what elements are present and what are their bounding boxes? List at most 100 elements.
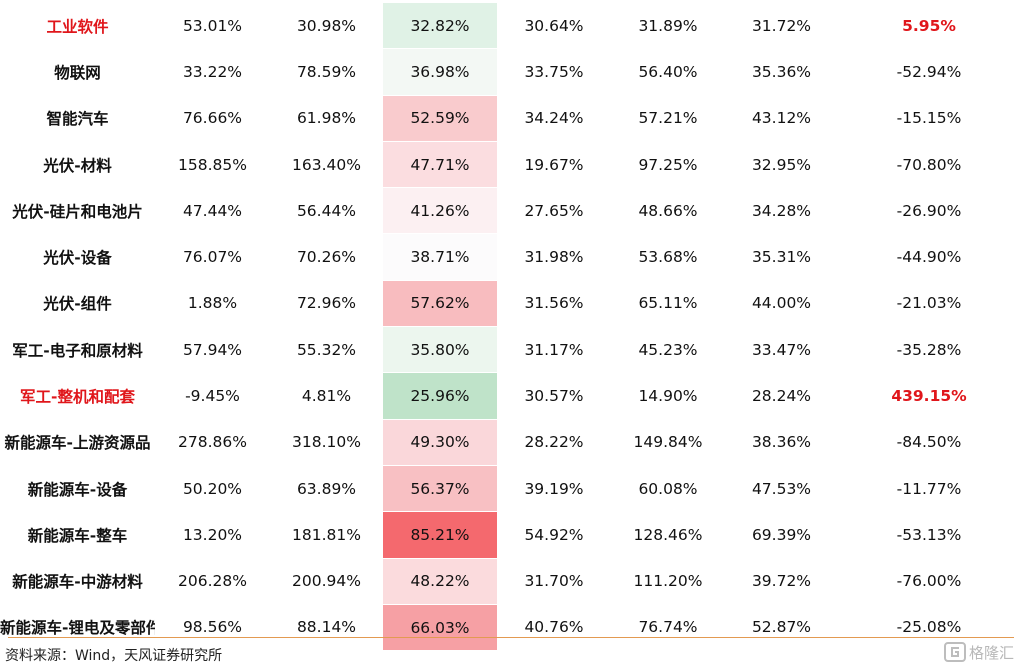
table-body: 工业软件 53.01% 30.98% 32.82% 30.64% 31.89% 31.72%… bbox=[0, 3, 1020, 651]
table-cell: 50.20% bbox=[182, 479, 243, 498]
table-cell: -35.28% bbox=[896, 340, 962, 359]
table-cell: 19.67% bbox=[524, 155, 584, 174]
table-cell: 35.36% bbox=[751, 62, 812, 81]
table-cell: 278.86% bbox=[178, 433, 247, 452]
table-cell: 4.81% bbox=[301, 387, 352, 406]
row-name: 光伏-设备 bbox=[43, 249, 112, 268]
table-row: 新能源车-锂电及零部件 98.56% 88.14% 66.03% 40.76% 76.74… bbox=[0, 603, 1020, 651]
table-cell: 1.88% bbox=[187, 294, 238, 313]
row-name: 军工-整机和配套 bbox=[20, 388, 135, 407]
table-cell: 47.44% bbox=[182, 201, 243, 220]
table-row: 新能源车-中游材料 206.28% 200.94% 48.22% 31.70% 111.2… bbox=[0, 557, 1020, 605]
table-cell: 163.40% bbox=[292, 155, 361, 174]
table-cell: 97.25% bbox=[638, 155, 698, 174]
table-cell: -70.80% bbox=[896, 155, 962, 174]
table-cell: -11.77% bbox=[896, 479, 962, 498]
highlight-cell: 47.71% bbox=[383, 140, 497, 188]
table-cell: 57.21% bbox=[638, 109, 698, 128]
table-cell: 33.22% bbox=[182, 62, 243, 81]
table-cell: 56.44% bbox=[296, 201, 357, 220]
table-cell: 53.68% bbox=[638, 248, 698, 267]
brand-watermark: 格隆汇 bbox=[943, 640, 1014, 664]
highlight-cell: 48.22% bbox=[383, 557, 497, 605]
table-cell: 439.15% bbox=[891, 387, 967, 406]
table-cell: 63.89% bbox=[296, 479, 357, 498]
table-cell: 72.96% bbox=[296, 294, 357, 313]
row-name: 新能源车-设备 bbox=[27, 480, 128, 499]
table-cell: 78.59% bbox=[296, 62, 357, 81]
table-cell: 40.76% bbox=[524, 618, 584, 637]
row-name: 光伏-组件 bbox=[43, 295, 112, 314]
highlight-cell: 38.71% bbox=[383, 233, 497, 281]
table-cell: 88.14% bbox=[296, 618, 357, 637]
table-row: 光伏-组件 1.88% 72.96% 57.62% 31.56% 65.11% 44.00%… bbox=[0, 279, 1020, 327]
table-cell: 13.20% bbox=[182, 525, 243, 544]
table-cell: 55.32% bbox=[296, 340, 357, 359]
data-table: 工业软件 53.01% 30.98% 32.82% 30.64% 31.89% 31.72%… bbox=[0, 3, 1020, 651]
table-row: 物联网 33.22% 78.59% 36.98% 33.75% 56.40% 35.36% -… bbox=[0, 48, 1020, 96]
table-cell: 48.66% bbox=[638, 201, 698, 220]
row-name: 智能汽车 bbox=[46, 110, 109, 129]
table-cell: 33.47% bbox=[751, 340, 812, 359]
table-cell: 57.94% bbox=[182, 340, 243, 359]
row-name: 物联网 bbox=[54, 63, 101, 82]
highlight-cell: 56.37% bbox=[383, 464, 497, 512]
row-name: 工业软件 bbox=[46, 17, 109, 36]
table-cell: -84.50% bbox=[896, 433, 962, 452]
table-cell: 318.10% bbox=[292, 433, 361, 452]
table-cell: -25.08% bbox=[896, 618, 962, 637]
table-row: 工业软件 53.01% 30.98% 32.82% 30.64% 31.89% 31.72%… bbox=[0, 3, 1020, 49]
table-row: 新能源车-整车 13.20% 181.81% 85.21% 54.92% 128.46% 6… bbox=[0, 511, 1020, 559]
table-cell: -26.90% bbox=[896, 201, 962, 220]
table-cell: -76.00% bbox=[896, 572, 962, 591]
table-cell: 158.85% bbox=[178, 155, 247, 174]
table-row: 智能汽车 76.66% 61.98% 52.59% 34.24% 57.21% 43.12%… bbox=[0, 94, 1020, 142]
table-cell: 181.81% bbox=[292, 525, 361, 544]
table-cell: 35.31% bbox=[751, 248, 812, 267]
gelonghui-logo-icon bbox=[943, 642, 966, 662]
table-cell: 31.98% bbox=[524, 248, 584, 267]
row-name: 光伏-材料 bbox=[43, 156, 112, 175]
row-name: 新能源车-中游材料 bbox=[12, 573, 143, 592]
highlight-cell: 52.59% bbox=[383, 94, 497, 142]
table-cell: -44.90% bbox=[896, 248, 962, 267]
table-row: 军工-电子和原材料 57.94% 55.32% 35.80% 31.17% 45.23% 3… bbox=[0, 326, 1020, 373]
row-name: 新能源车-上游资源品 bbox=[4, 434, 151, 453]
table-cell: 14.90% bbox=[638, 387, 698, 406]
table-cell: 27.65% bbox=[524, 201, 584, 220]
table-cell: -21.03% bbox=[896, 294, 962, 313]
table-cell: 34.24% bbox=[524, 109, 584, 128]
table-cell: 31.72% bbox=[751, 16, 812, 35]
table-cell: -15.15% bbox=[896, 109, 962, 128]
table-cell: 33.75% bbox=[524, 62, 584, 81]
table-cell: 76.07% bbox=[182, 248, 243, 267]
table-cell: -52.94% bbox=[896, 62, 962, 81]
footer-rule bbox=[8, 637, 1014, 638]
highlight-cell: 49.30% bbox=[383, 418, 497, 466]
row-name: 新能源车-锂电及零部件 bbox=[0, 619, 155, 638]
table-cell: 52.87% bbox=[751, 618, 812, 637]
highlight-cell: 85.21% bbox=[383, 511, 497, 559]
table-cell: 98.56% bbox=[182, 618, 243, 637]
table-cell: 31.17% bbox=[524, 340, 584, 359]
table-cell: 30.64% bbox=[524, 16, 584, 35]
table-cell: 45.23% bbox=[638, 340, 698, 359]
table-cell: 30.57% bbox=[524, 387, 584, 406]
table-cell: 5.95% bbox=[902, 16, 956, 35]
table-cell: 31.70% bbox=[524, 572, 584, 591]
row-name: 光伏-硅片和电池片 bbox=[12, 202, 143, 221]
table-cell: 44.00% bbox=[751, 294, 812, 313]
table-cell: 31.89% bbox=[638, 16, 698, 35]
highlight-cell: 66.03% bbox=[383, 603, 497, 651]
table-cell: 53.01% bbox=[182, 16, 243, 35]
table-row: 新能源车-设备 50.20% 63.89% 56.37% 39.19% 60.08% 47.… bbox=[0, 464, 1020, 512]
table-cell: 39.19% bbox=[524, 479, 584, 498]
table-cell: -9.45% bbox=[185, 387, 240, 406]
row-name: 新能源车-整车 bbox=[27, 526, 128, 545]
table-cell: 30.98% bbox=[296, 16, 357, 35]
table-row: 光伏-设备 76.07% 70.26% 38.71% 31.98% 53.68% 35.31… bbox=[0, 233, 1020, 281]
table-cell: 76.74% bbox=[638, 618, 698, 637]
table-cell: 69.39% bbox=[751, 525, 812, 544]
table-cell: 38.36% bbox=[751, 433, 812, 452]
table-cell: 56.40% bbox=[638, 62, 698, 81]
